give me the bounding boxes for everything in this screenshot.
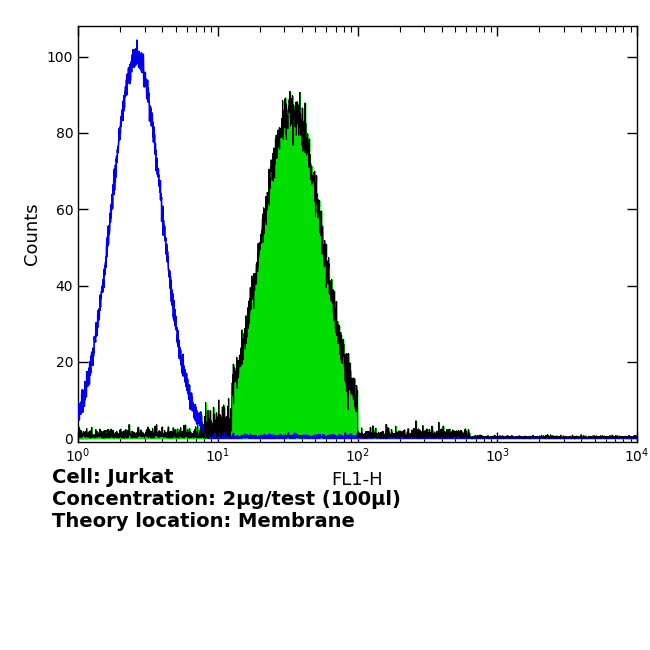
Text: Cell: Jurkat
Concentration: 2μg/test (100μl)
Theory location: Membrane: Cell: Jurkat Concentration: 2μg/test (10… (52, 468, 401, 531)
X-axis label: FL1-H: FL1-H (332, 471, 384, 489)
Y-axis label: Counts: Counts (23, 203, 41, 265)
